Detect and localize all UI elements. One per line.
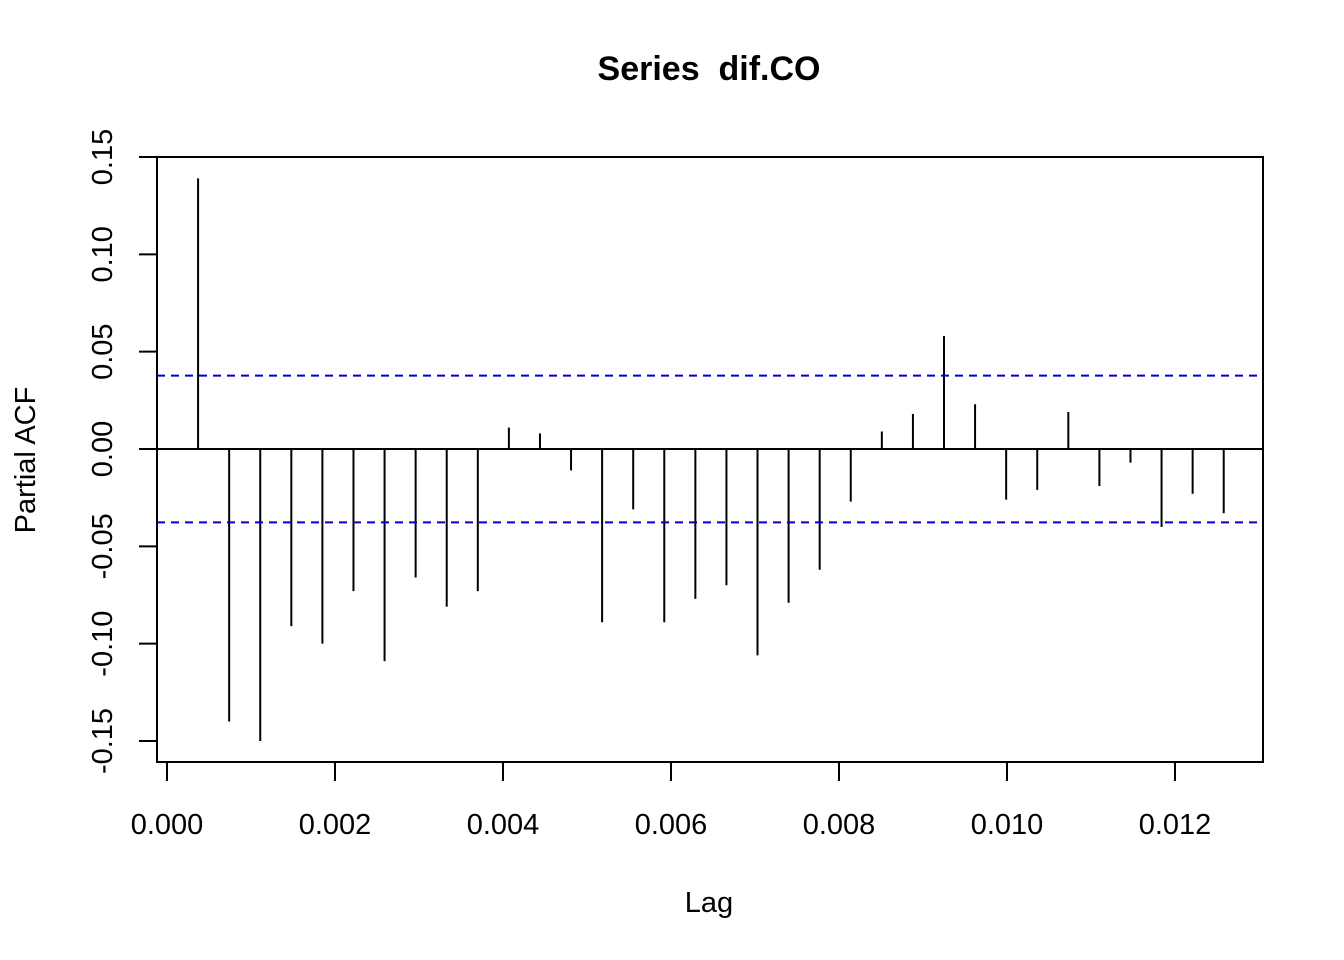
x-tick-label: 0.006 — [635, 809, 708, 841]
y-tick-label: 0.10 — [87, 226, 119, 282]
x-axis-label: Lag — [685, 887, 733, 919]
y-tick-label: -0.05 — [87, 513, 119, 579]
x-tick-label: 0.000 — [131, 809, 204, 841]
y-tick-label: -0.15 — [87, 708, 119, 774]
y-axis-label: Partial ACF — [10, 387, 42, 534]
x-axis: 0.000 0.002 0.004 0.006 0.008 0.010 0.012 — [131, 761, 1212, 841]
x-tick-label: 0.004 — [467, 809, 540, 841]
x-tick-label: 0.008 — [803, 809, 876, 841]
y-tick-label: -0.10 — [87, 611, 119, 677]
confidence-band — [157, 374, 1263, 524]
x-tick-label: 0.010 — [971, 809, 1044, 841]
chart-title: Series dif.CO — [598, 50, 821, 88]
y-tick-label: 0.00 — [87, 421, 119, 477]
y-tick-label: 0.15 — [87, 129, 119, 185]
y-axis: -0.15 -0.10 -0.05 0.00 0.05 0.10 0.15 — [87, 129, 158, 774]
y-tick-label: 0.05 — [87, 323, 119, 379]
pacf-bars — [197, 178, 1225, 741]
x-tick-label: 0.002 — [299, 809, 372, 841]
x-tick-label: 0.012 — [1139, 809, 1212, 841]
